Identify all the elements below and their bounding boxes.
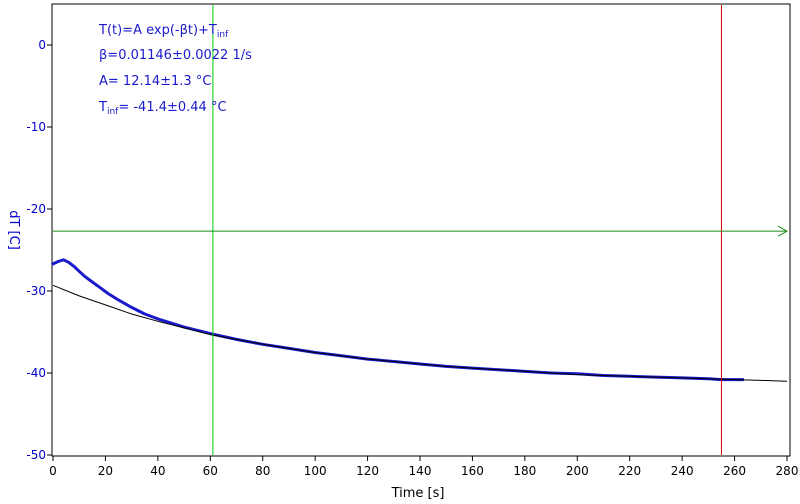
y-tick-label: -40: [26, 366, 46, 380]
x-tick-label: 0: [49, 464, 57, 478]
arrow-right-icon: [777, 225, 789, 237]
plot-area: [51, 3, 791, 457]
x-tick-label: 100: [304, 464, 327, 478]
x-tick-label: 40: [150, 464, 165, 478]
formula-annotation: T(t)=A exp(-βt)+Tinf: [98, 23, 229, 40]
fit-series-line: [52, 284, 788, 382]
y-axis-ticks: 0 -10 -20 -30 -40 -50: [26, 38, 52, 462]
x-tick-label: 80: [255, 464, 270, 478]
y-axis-title: dT [C]: [6, 210, 21, 250]
x-tick-label: 180: [513, 464, 536, 478]
x-tick-label: 200: [566, 464, 589, 478]
x-axis-ticks: 0 20 40 60 80 100 120 140 160 180 200 220 240 260 280: [49, 456, 798, 478]
series-layer: [51, 258, 788, 382]
x-tick-label: 240: [671, 464, 694, 478]
x-axis-title: Time [s]: [391, 486, 445, 501]
y-tick-label: -50: [26, 448, 46, 462]
x-tick-label: 140: [409, 464, 432, 478]
tinf-annotation: Tinf= -41.4±0.44 °C: [98, 100, 227, 117]
amplitude-annotation: A= 12.14±1.3 °C: [99, 74, 211, 89]
x-tick-label: 260: [723, 464, 746, 478]
y-tick-label: -10: [26, 120, 46, 134]
x-tick-label: 20: [98, 464, 113, 478]
y-tick-label: 0: [38, 38, 46, 52]
x-tick-label: 60: [203, 464, 218, 478]
y-tick-label: -30: [26, 284, 46, 298]
x-tick-label: 220: [618, 464, 641, 478]
beta-annotation: β=0.01146±0.0022 1/s: [99, 48, 252, 63]
cursor-layer: [53, 5, 789, 455]
x-tick-label: 280: [776, 464, 799, 478]
y-tick-label: -20: [26, 202, 46, 216]
x-tick-label: 120: [356, 464, 379, 478]
x-tick-label: 160: [461, 464, 484, 478]
